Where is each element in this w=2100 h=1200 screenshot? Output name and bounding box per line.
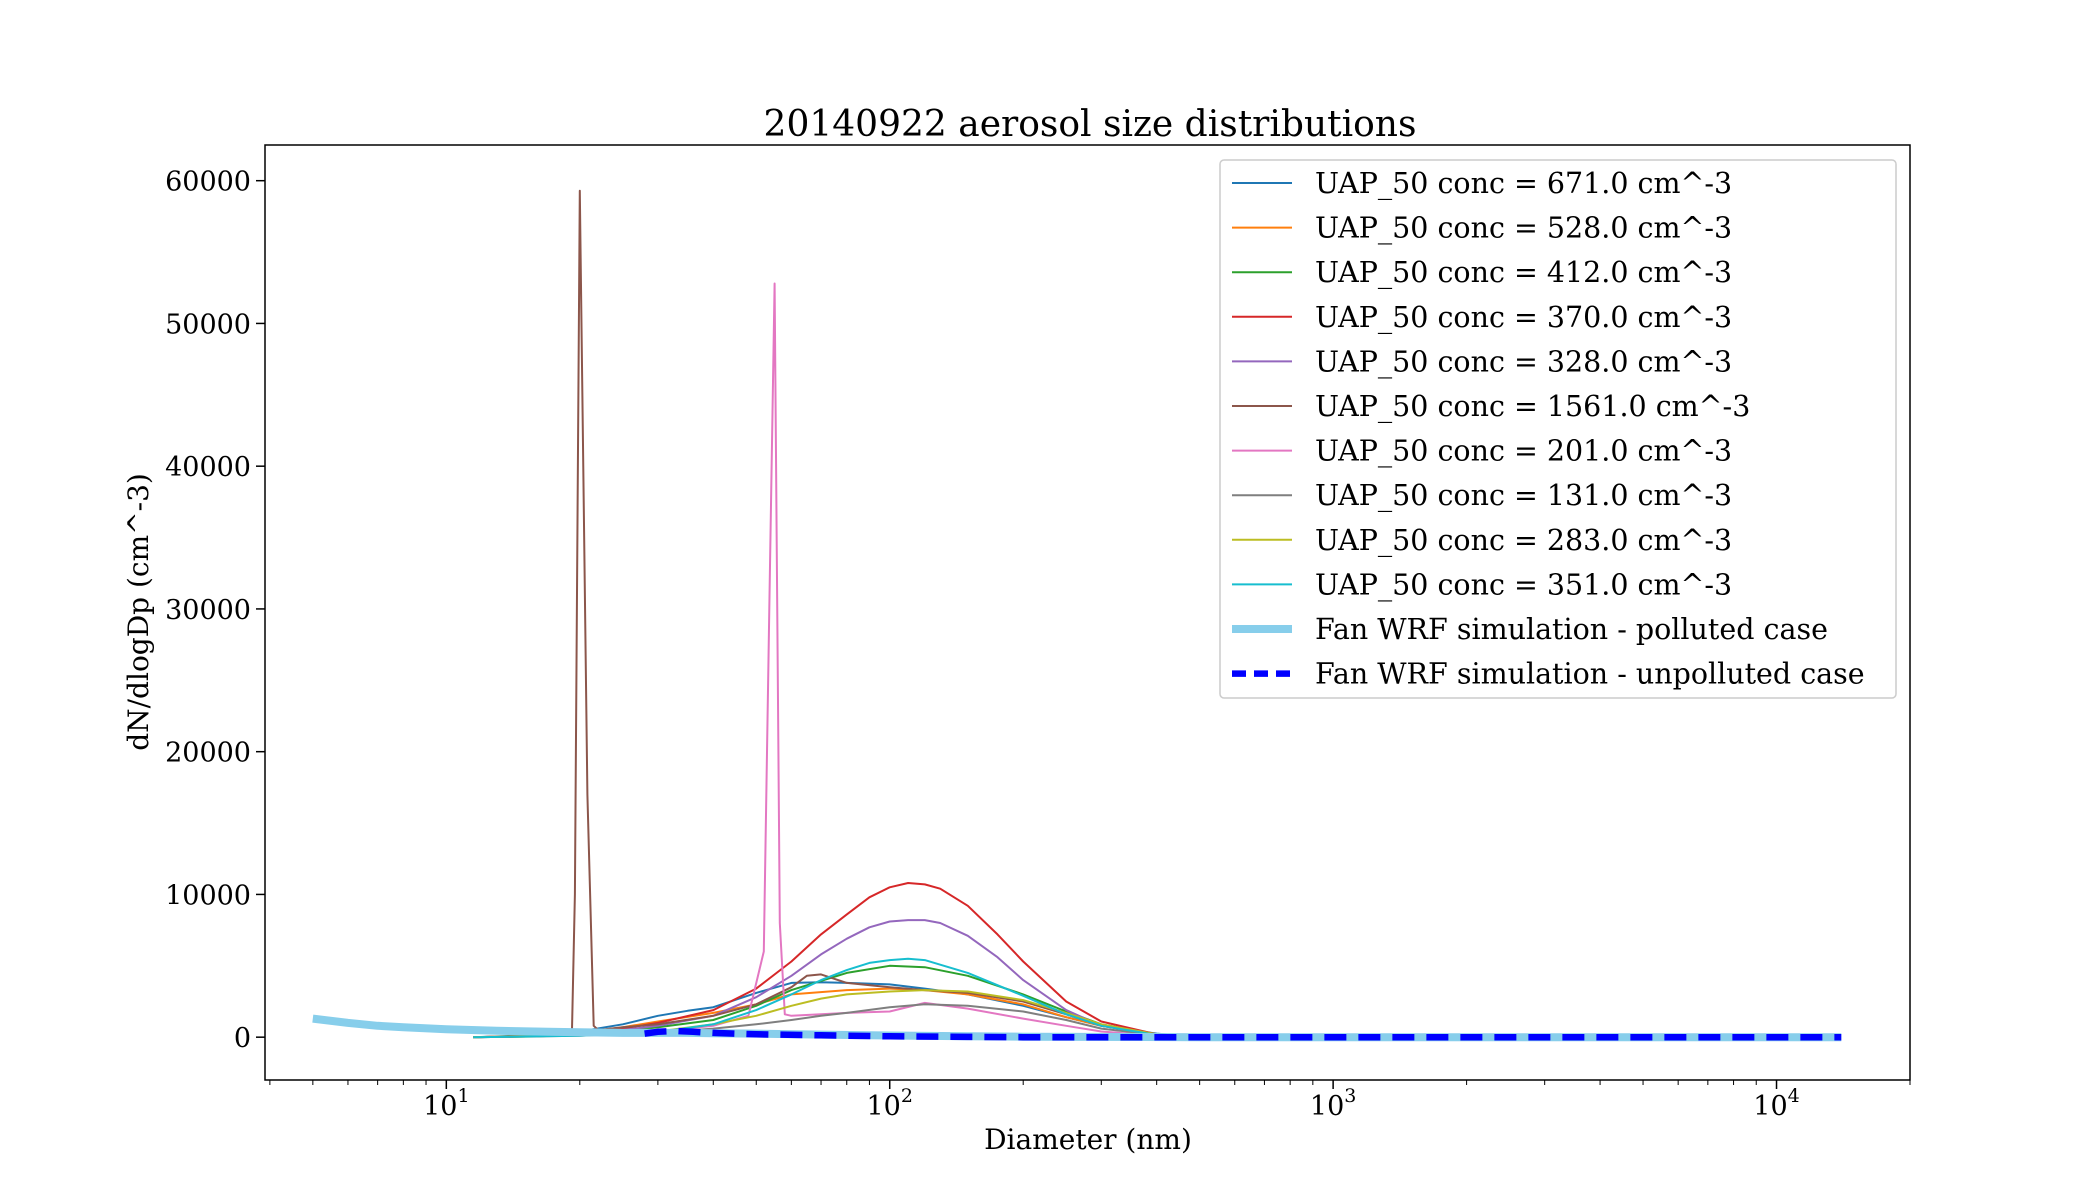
legend-label-5: UAP_50 conc = 328.0 cm^-3 (1315, 345, 1732, 378)
legend-label-3: UAP_50 conc = 412.0 cm^-3 (1315, 256, 1732, 289)
legend-label-4: UAP_50 conc = 370.0 cm^-3 (1315, 301, 1732, 334)
legend-label-11: Fan WRF simulation - polluted case (1315, 613, 1828, 646)
legend-label-9: UAP_50 conc = 283.0 cm^-3 (1315, 524, 1732, 557)
y-tick-label: 40000 (165, 452, 251, 483)
x-axis-label: Diameter (nm) (984, 1123, 1192, 1156)
y-axis: 0 10000 20000 30000 40000 50000 60000 (165, 167, 265, 1054)
y-tick-label: 20000 (165, 738, 251, 769)
x-tick-label: 103 (1310, 1085, 1356, 1122)
legend-label-8: UAP_50 conc = 131.0 cm^-3 (1315, 479, 1732, 512)
x-tick-label: 102 (866, 1085, 912, 1122)
series-layer (312, 189, 1842, 1042)
y-tick-label: 50000 (165, 309, 251, 340)
series-line-10 (473, 957, 1200, 1039)
legend-label-2: UAP_50 conc = 528.0 cm^-3 (1315, 212, 1732, 245)
x-axis: 101 102 103 104 (269, 1080, 1911, 1122)
legend-label-12: Fan WRF simulation - unpolluted case (1315, 658, 1865, 691)
series-line-5 (473, 919, 1200, 1039)
y-axis-label: dN/dlogDp (cm^-3) (122, 473, 155, 751)
x-tick-label: 104 (1753, 1085, 1799, 1122)
legend-box (1219, 159, 1897, 699)
legend-label-10: UAP_50 conc = 351.0 cm^-3 (1315, 568, 1732, 601)
legend-label-1: UAP_50 conc = 671.0 cm^-3 (1315, 167, 1732, 200)
series-line-6 (473, 189, 1200, 1039)
y-tick-label: 30000 (165, 595, 251, 626)
legend-label-6: UAP_50 conc = 1561.0 cm^-3 (1315, 390, 1750, 423)
chart-title: 20140922 aerosol size distributions (764, 104, 1417, 145)
plot-area-frame (264, 144, 1911, 1081)
series-line-12 (644, 1027, 1842, 1041)
y-tick-label: 0 (234, 1023, 251, 1054)
legend-label-7: UAP_50 conc = 201.0 cm^-3 (1315, 435, 1732, 468)
y-tick-label: 10000 (165, 880, 251, 911)
x-tick-label: 101 (423, 1085, 469, 1122)
y-tick-label: 60000 (165, 167, 251, 198)
legend: UAP_50 conc = 671.0 cm^-3 UAP_50 conc = 5… (1219, 159, 1897, 699)
